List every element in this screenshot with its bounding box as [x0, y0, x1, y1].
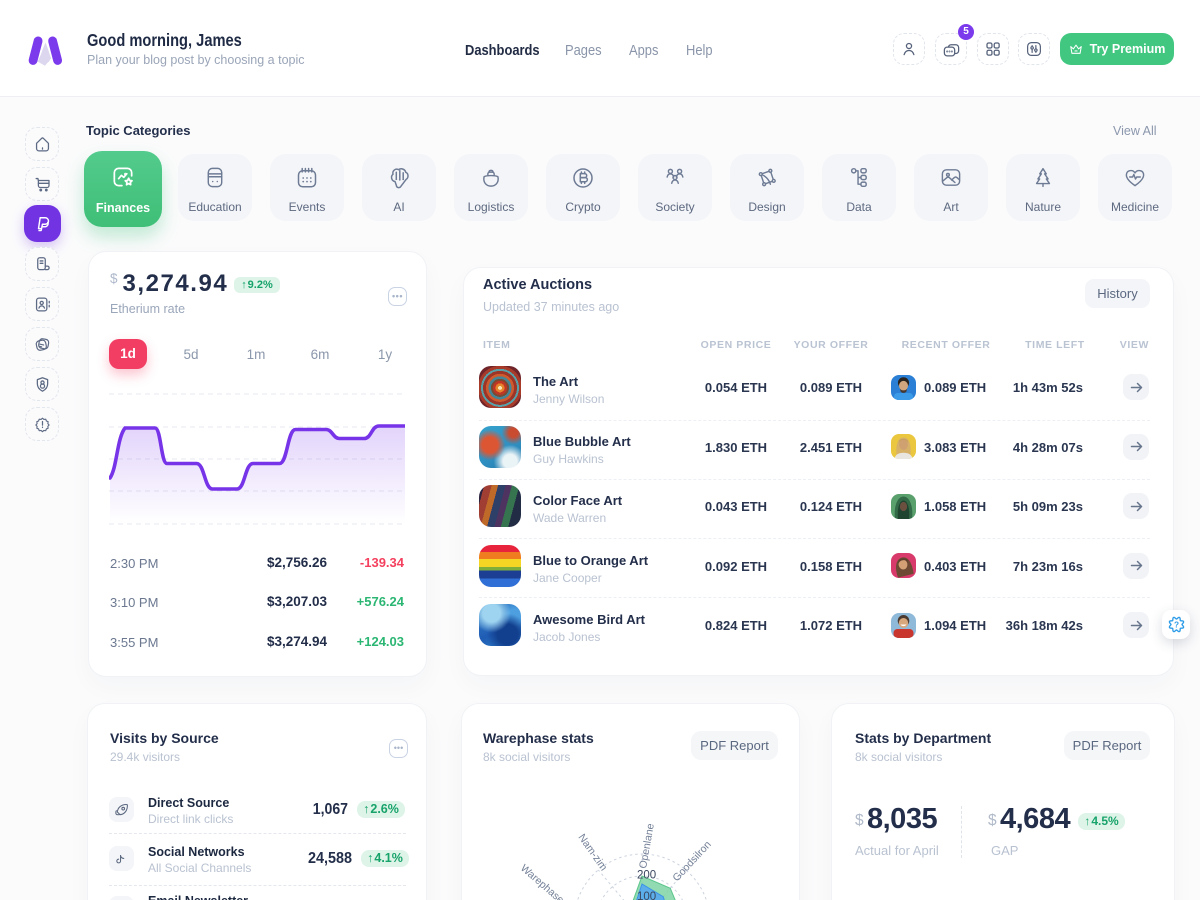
svg-text:?: ?	[1173, 620, 1178, 630]
svg-text:Openlane: Openlane	[637, 822, 657, 869]
svg-text:100: 100	[637, 891, 656, 900]
svg-text:Nam-zim: Nam-zim	[576, 832, 610, 873]
svg-text:200: 200	[637, 870, 656, 882]
svg-text:Goodsilron: Goodsilron	[670, 839, 714, 884]
svg-text:Warephase: Warephase	[518, 862, 566, 900]
